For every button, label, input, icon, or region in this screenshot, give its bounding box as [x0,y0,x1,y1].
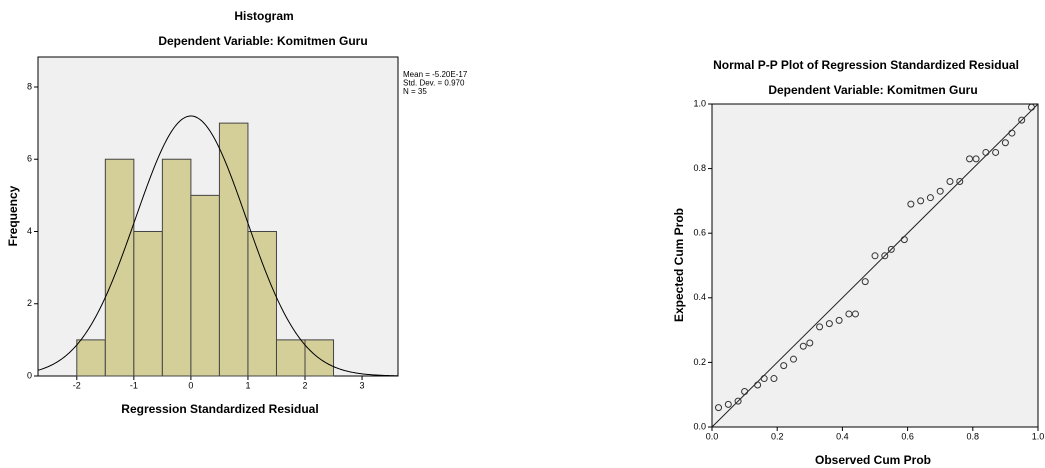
stat-label: N = 35 [403,87,427,96]
x-tick-label: 0 [188,380,193,390]
chart-title: Normal P-P Plot of Regression Standardiz… [713,58,1019,72]
bar [105,159,134,376]
x-tick-label: -2 [73,380,81,390]
y-tick-label: 0 [27,370,32,380]
y-tick-label: 6 [27,154,32,164]
x-tick-label: 0.2 [771,431,784,441]
y-axis-label: Frequency [6,185,20,246]
bar [276,340,305,376]
bar [248,231,277,376]
x-axis-label: Observed Cum Prob [815,453,931,467]
y-tick-label: 4 [27,226,32,236]
x-tick-label: 0.8 [967,431,980,441]
y-tick-label: 0.6 [693,228,706,238]
x-tick-label: 1.0 [1032,431,1045,441]
y-tick-label: 0.8 [693,163,706,173]
y-tick-label: 8 [27,81,32,91]
x-tick-label: -1 [130,380,138,390]
bar [162,159,191,376]
x-tick-label: 3 [360,380,365,390]
bar [77,340,106,376]
y-tick-label: 2 [27,298,32,308]
chart-subtitle: Dependent Variable: Komitmen Guru [158,34,367,48]
y-axis-label: Expected Cum Prob [672,208,686,322]
x-tick-label: 2 [302,380,307,390]
x-tick-label: 0.0 [706,431,719,441]
y-tick-label: 0.0 [693,421,706,431]
y-tick-label: 1.0 [693,98,706,108]
bar [219,123,248,376]
chart-title: Histogram [234,9,293,23]
x-tick-label: 0.6 [901,431,914,441]
page: Histogram Dependent Variable: Komitmen Gu… [0,0,1045,468]
y-tick-label: 0.2 [693,357,706,367]
bar [191,195,220,376]
x-tick-label: 1 [245,380,250,390]
bar [134,231,163,376]
x-tick-label: 0.4 [836,431,849,441]
chart-subtitle: Dependent Variable: Komitmen Guru [768,83,977,97]
x-axis-label: Regression Standardized Residual [121,402,318,416]
y-tick-label: 0.4 [693,292,706,302]
